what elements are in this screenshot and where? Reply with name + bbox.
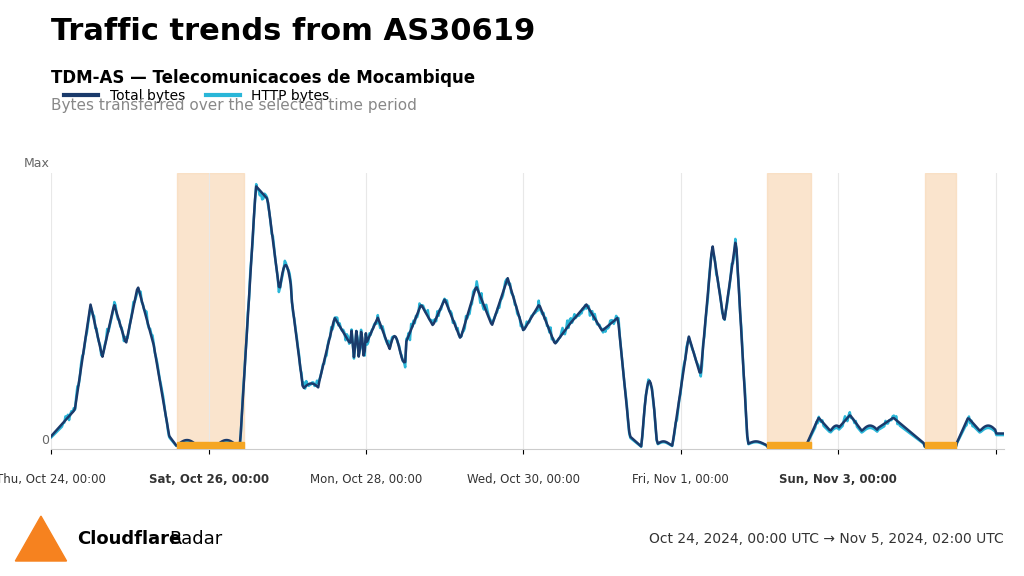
HTTP bytes [626, 435, 638, 442]
HTTP bytes [250, 181, 262, 188]
HTTP bytes [45, 434, 57, 441]
Text: Mon, Oct 28, 00:00: Mon, Oct 28, 00:00 [310, 473, 422, 486]
Total bytes [45, 433, 57, 439]
Total bytes [997, 430, 1010, 437]
Total bytes [626, 434, 638, 441]
Total bytes [654, 439, 667, 446]
Text: Sun, Nov 3, 00:00: Sun, Nov 3, 00:00 [779, 473, 897, 486]
Line: Total bytes: Total bytes [51, 187, 1004, 449]
Total bytes [197, 446, 209, 453]
HTTP bytes [197, 446, 209, 453]
HTTP bytes [997, 431, 1010, 438]
Text: Fri, Nov 1, 00:00: Fri, Nov 1, 00:00 [633, 473, 729, 486]
HTTP bytes [103, 323, 116, 329]
Text: 0: 0 [41, 434, 49, 446]
Total bytes [103, 321, 116, 328]
HTTP bytes [654, 439, 667, 446]
Bar [177, 173, 244, 449]
Text: Traffic trends from AS30619: Traffic trends from AS30619 [51, 17, 536, 46]
Polygon shape [15, 516, 67, 561]
Legend: Total bytes, HTTP bytes: Total bytes, HTTP bytes [58, 83, 335, 108]
Bar [767, 442, 811, 449]
HTTP bytes [867, 426, 880, 433]
Bar [767, 173, 811, 449]
Text: TDM-AS — Telecomunicacoes de Mocambique: TDM-AS — Telecomunicacoes de Mocambique [51, 69, 475, 87]
Text: Cloudflare: Cloudflare [77, 529, 181, 548]
Total bytes [867, 423, 880, 430]
Text: Thu, Oct 24, 00:00: Thu, Oct 24, 00:00 [0, 473, 106, 486]
Text: Wed, Oct 30, 00:00: Wed, Oct 30, 00:00 [467, 473, 580, 486]
Text: Radar: Radar [169, 529, 222, 548]
Bar [177, 442, 244, 449]
Total bytes [250, 183, 262, 190]
Total bytes [600, 324, 612, 331]
Total bytes [770, 441, 782, 448]
Line: HTTP bytes: HTTP bytes [51, 184, 1004, 449]
HTTP bytes [770, 442, 782, 449]
Text: Bytes transferred over the selected time period: Bytes transferred over the selected time… [51, 98, 417, 113]
Text: Sat, Oct 26, 00:00: Sat, Oct 26, 00:00 [148, 473, 268, 486]
Text: Oct 24, 2024, 00:00 UTC → Nov 5, 2024, 02:00 UTC: Oct 24, 2024, 00:00 UTC → Nov 5, 2024, 0… [649, 532, 1004, 545]
HTTP bytes [600, 324, 612, 331]
Text: Max: Max [24, 157, 49, 170]
Bar [925, 442, 956, 449]
Bar [925, 173, 956, 449]
